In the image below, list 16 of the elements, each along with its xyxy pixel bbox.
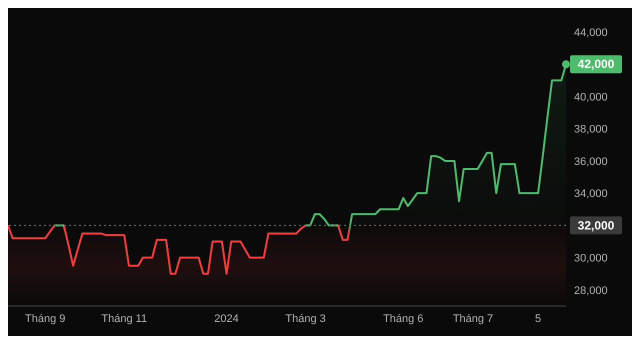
y-tick-label: 28,000 xyxy=(574,284,608,297)
y-tick-label: 44,000 xyxy=(574,26,608,39)
x-tick-label: Tháng 3 xyxy=(285,312,326,325)
x-tick-label: 2024 xyxy=(214,312,239,325)
text: 42,000 xyxy=(578,57,615,72)
x-tick-label: Tháng 9 xyxy=(25,312,66,325)
ref-line-label: 32,000 xyxy=(578,218,615,232)
y-tick-label: 38,000 xyxy=(574,124,608,136)
x-tick-label: Tháng 6 xyxy=(383,312,424,325)
y-tick-label: 30,000 xyxy=(574,252,608,265)
y-tick-label: 36,000 xyxy=(574,156,608,168)
y-tick-label: 40,000 xyxy=(574,91,608,104)
x-tick-label: Tháng 11 xyxy=(101,312,148,325)
x-tick-label: 5 xyxy=(535,312,542,325)
x-tick-label: Tháng 7 xyxy=(452,312,494,325)
y-tick-label: 34,000 xyxy=(574,188,608,200)
